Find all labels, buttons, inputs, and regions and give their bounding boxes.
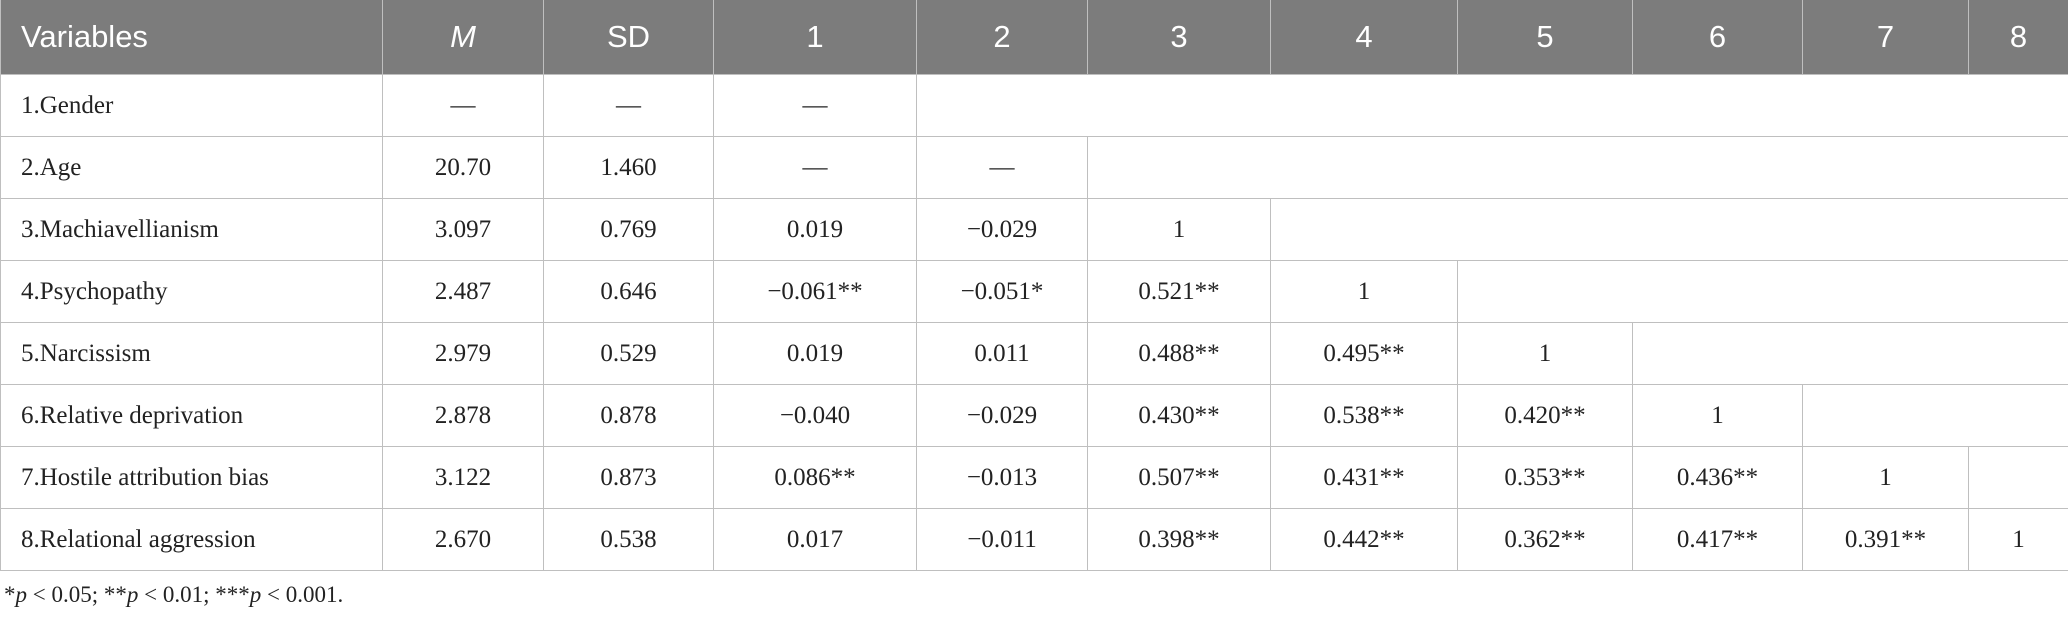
table-cell: 1	[1632, 384, 1803, 447]
header-col-5: 5	[1457, 0, 1633, 75]
table-cell: −0.061**	[713, 260, 917, 323]
table-cell: 0.019	[713, 198, 917, 261]
table-cell: 0.436**	[1632, 446, 1803, 509]
table-cell: 1.460	[543, 136, 714, 199]
table-row: 7.Hostile attribution bias 3.122 0.873 0.08…	[0, 446, 2068, 509]
header-sd: SD	[543, 0, 714, 75]
table-cell: 2.878	[382, 384, 544, 447]
footnote-part: *	[4, 582, 16, 607]
empty-cell	[1270, 198, 2068, 261]
table-cell: —	[543, 74, 714, 137]
table-cell: −0.013	[916, 446, 1088, 509]
table-cell: 0.507**	[1087, 446, 1271, 509]
footnote-part: < 0.05; **	[27, 582, 127, 607]
row-label: 7.Hostile attribution bias	[0, 446, 383, 509]
row-label: 3.Machiavellianism	[0, 198, 383, 261]
footnote-part: < 0.01; ***	[138, 582, 250, 607]
table-cell: 0.873	[543, 446, 714, 509]
table-row: 4.Psychopathy 2.487 0.646 −0.061** −0.051* 0.…	[0, 260, 2068, 323]
table-cell: 0.086**	[713, 446, 917, 509]
table-cell: −0.040	[713, 384, 917, 447]
row-label: 5.Narcissism	[0, 322, 383, 385]
table-cell: 0.011	[916, 322, 1088, 385]
table-cell: 3.097	[382, 198, 544, 261]
row-label: 1.Gender	[0, 74, 383, 137]
row-label: 6.Relative deprivation	[0, 384, 383, 447]
row-label: 2.Age	[0, 136, 383, 199]
table-cell: 0.353**	[1457, 446, 1633, 509]
row-label: 4.Psychopathy	[0, 260, 383, 323]
table-cell: 0.538**	[1270, 384, 1458, 447]
table-cell: 0.431**	[1270, 446, 1458, 509]
table-row: 6.Relative deprivation 2.878 0.878 −0.040 −0…	[0, 384, 2068, 447]
header-mean: M	[382, 0, 544, 75]
table-cell: 0.495**	[1270, 322, 1458, 385]
empty-cell	[1802, 384, 2068, 447]
table-cell: 0.442**	[1270, 508, 1458, 571]
correlation-table-container: Variables M SD 1 2 3 4 5 6 7 8 1.Gender —…	[0, 0, 2068, 571]
header-col-8: 8	[1968, 0, 2068, 75]
footnote-part: p	[126, 582, 139, 607]
header-variables: Variables	[0, 0, 383, 75]
table-row: 2.Age 20.70 1.460— —	[0, 136, 2068, 199]
header-col-2: 2	[916, 0, 1088, 75]
table-cell: −0.051*	[916, 260, 1088, 323]
table-cell: −0.011	[916, 508, 1088, 571]
table-row: 3.Machiavellianism 3.097 0.769 0.019 −0.029 1	[0, 198, 2068, 261]
empty-cell	[1632, 322, 2068, 385]
footnote-part: p	[249, 582, 262, 607]
table-cell: —	[382, 74, 544, 137]
table-cell: 0.019	[713, 322, 917, 385]
table-footnote: *p < 0.05; **p < 0.01; ***p < 0.001.	[4, 582, 343, 608]
header-col-1: 1	[713, 0, 917, 75]
table-cell: —	[713, 74, 917, 137]
table-cell: —	[713, 136, 917, 199]
footnote-part: p	[15, 582, 28, 607]
table-cell: −0.029	[916, 198, 1088, 261]
header-col-7: 7	[1802, 0, 1969, 75]
table-cell: 0.878	[543, 384, 714, 447]
table-cell: 0.529	[543, 322, 714, 385]
table-cell: 0.538	[543, 508, 714, 571]
table-cell: 0.769	[543, 198, 714, 261]
table-cell: 0.646	[543, 260, 714, 323]
table-cell: 0.362**	[1457, 508, 1633, 571]
header-col-6: 6	[1632, 0, 1803, 75]
table-row: 1.Gender — — —	[0, 74, 2068, 137]
table-cell: 0.391**	[1802, 508, 1969, 571]
empty-cell	[916, 74, 2068, 137]
table-cell: 20.70	[382, 136, 544, 199]
table-cell: 1	[1087, 198, 1271, 261]
table-cell: 1	[1457, 322, 1633, 385]
table-cell: 0.398**	[1087, 508, 1271, 571]
table-cell: 0.521**	[1087, 260, 1271, 323]
table-cell: 0.488**	[1087, 322, 1271, 385]
footnote-part: < 0.001.	[261, 582, 344, 607]
table-row: 5.Narcissism 2.979 0.529 0.019 0.011 0.488** 0…	[0, 322, 2068, 385]
empty-cell	[1087, 136, 2068, 199]
table-cell: 0.417**	[1632, 508, 1803, 571]
table-cell: −0.029	[916, 384, 1088, 447]
table-cell: 1	[1270, 260, 1458, 323]
table-cell: 0.420**	[1457, 384, 1633, 447]
table-body: 1.Gender — — —2.Age 20.70 1.460— —3.Machiavell…	[0, 74, 2068, 571]
header-col-3: 3	[1087, 0, 1271, 75]
header-col-4: 4	[1270, 0, 1458, 75]
table-cell: —	[916, 136, 1088, 199]
correlation-table: Variables M SD 1 2 3 4 5 6 7 8 1.Gender —…	[0, 0, 2068, 571]
table-cell: 1	[1968, 508, 2068, 571]
table-cell: 2.670	[382, 508, 544, 571]
table-row: 8.Relational aggression 2.670 0.538 0.017 −0…	[0, 508, 2068, 571]
empty-cell	[1968, 446, 2068, 509]
row-label: 8.Relational aggression	[0, 508, 383, 571]
table-cell: 0.017	[713, 508, 917, 571]
header-row: Variables M SD 1 2 3 4 5 6 7 8	[0, 0, 2068, 75]
table-cell: 0.430**	[1087, 384, 1271, 447]
table-cell: 2.487	[382, 260, 544, 323]
table-cell: 3.122	[382, 446, 544, 509]
table-cell: 2.979	[382, 322, 544, 385]
table-cell: 1	[1802, 446, 1969, 509]
empty-cell	[1457, 260, 2068, 323]
